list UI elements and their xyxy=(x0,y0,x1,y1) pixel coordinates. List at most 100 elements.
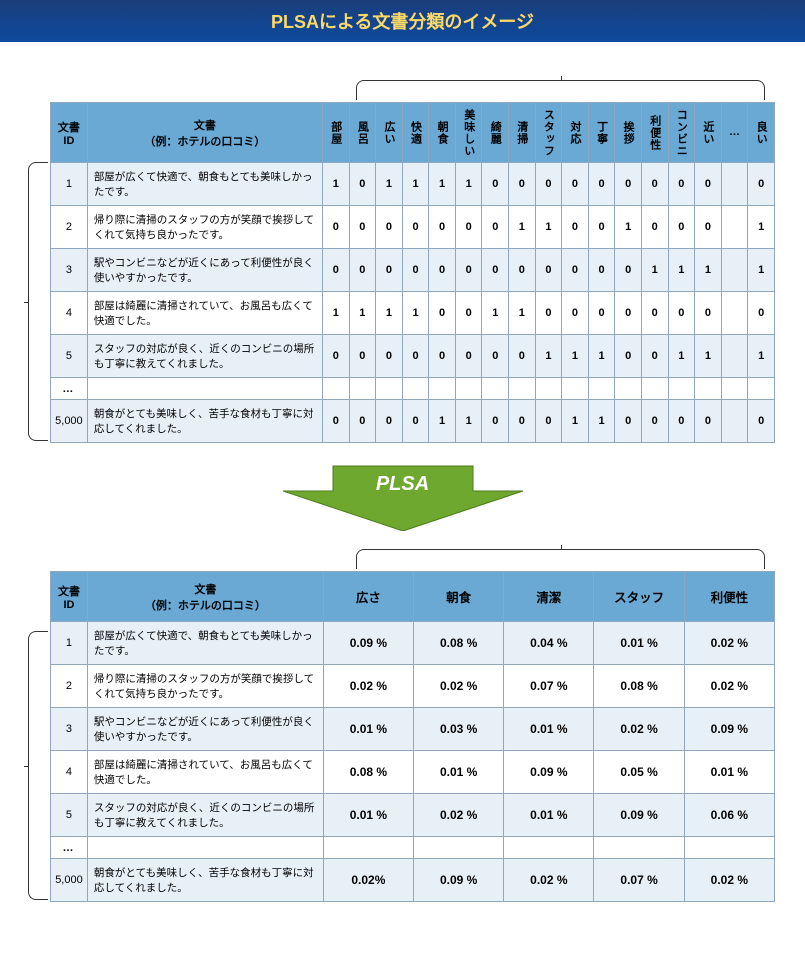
topic-value-cell: 0.09 % xyxy=(594,794,684,837)
value-cell: 1 xyxy=(695,249,722,292)
value-cell xyxy=(349,378,376,400)
doc-text-cell: 駅やコンビニなどが近くにあって利便性が良く使いやすかったです。 xyxy=(87,249,322,292)
value-cell: 1 xyxy=(482,292,509,335)
value-cell: 1 xyxy=(349,292,376,335)
topic-value-cell: 0.08 % xyxy=(323,751,413,794)
word-header: 美味しい xyxy=(455,103,482,163)
table-row: 1部屋が広くて快適で、朝食もとても美味しかったです。10111100000000… xyxy=(51,163,775,206)
value-cell: 0 xyxy=(482,163,509,206)
col-doc: 文書 （例：ホテルの口コミ） xyxy=(87,572,323,622)
topic-value-cell: 0.04 % xyxy=(504,622,594,665)
topic-header: 朝食 xyxy=(414,572,504,622)
topic-value-cell: 0.01 % xyxy=(594,622,684,665)
value-cell: 0 xyxy=(509,335,536,378)
value-cell: 0 xyxy=(402,206,429,249)
table-row: 2帰り際に清掃のスタッフの方が笑顔で挨拶してくれて気持ち良かったです。0.02 … xyxy=(51,665,775,708)
value-cell: 0 xyxy=(429,249,456,292)
word-header: 朝食 xyxy=(429,103,456,163)
topic-header: 清潔 xyxy=(504,572,594,622)
topic-value-cell: 0.01 % xyxy=(504,708,594,751)
page-title: PLSAによる文書分類のイメージ xyxy=(0,0,805,42)
value-cell: 0 xyxy=(668,400,695,443)
doc-id-cell: 1 xyxy=(51,163,88,206)
value-cell: 0 xyxy=(588,206,615,249)
value-cell: 0 xyxy=(668,292,695,335)
value-cell xyxy=(323,378,350,400)
doc-text-cell: 朝食がとても美味しく、苦手な食材も丁寧に対応してくれました。 xyxy=(87,859,323,902)
word-header: 清掃 xyxy=(509,103,536,163)
word-header: 風呂 xyxy=(349,103,376,163)
plsa-arrow: PLSA xyxy=(30,461,775,531)
value-cell: 1 xyxy=(748,249,775,292)
value-cell xyxy=(429,378,456,400)
topic-value-cell xyxy=(594,837,684,859)
value-cell: 0 xyxy=(748,163,775,206)
topic-value-cell: 0.02 % xyxy=(684,665,774,708)
value-cell: 0 xyxy=(588,163,615,206)
col-doc-id: 文書 ID xyxy=(51,572,88,622)
value-cell xyxy=(721,249,748,292)
value-cell: 0 xyxy=(482,335,509,378)
topic-header: 広さ xyxy=(323,572,413,622)
topic-header: 利便性 xyxy=(684,572,774,622)
value-cell xyxy=(748,378,775,400)
doc-text-cell xyxy=(87,837,323,859)
topic-value-cell xyxy=(684,837,774,859)
doc-id-cell: 2 xyxy=(51,665,88,708)
diagram-area: 文書 ID 文書 （例：ホテルの口コミ） 部屋 風呂 広い 快適 朝食 美味しい… xyxy=(0,42,805,922)
value-cell xyxy=(721,335,748,378)
value-cell: 0 xyxy=(641,400,668,443)
word-header: 利便性 xyxy=(641,103,668,163)
topic-value-cell: 0.01 % xyxy=(504,794,594,837)
value-cell xyxy=(376,378,403,400)
topic-value-cell: 0.02 % xyxy=(594,708,684,751)
value-cell: 0 xyxy=(535,400,562,443)
topic-matrix-table: 文書 ID 文書 （例：ホテルの口コミ） 広さ 朝食 清潔 スタッフ 利便性 1… xyxy=(50,571,775,902)
value-cell: 1 xyxy=(748,335,775,378)
value-cell: 1 xyxy=(455,400,482,443)
value-cell xyxy=(509,378,536,400)
value-cell: 1 xyxy=(668,249,695,292)
word-header: 綺麗 xyxy=(482,103,509,163)
value-cell: 0 xyxy=(641,335,668,378)
value-cell xyxy=(402,378,429,400)
word-header: 対応 xyxy=(562,103,589,163)
value-cell: 0 xyxy=(562,292,589,335)
value-cell: 0 xyxy=(482,400,509,443)
value-cell: 0 xyxy=(615,163,642,206)
left-brace-docs-2 xyxy=(28,631,48,900)
value-cell: 0 xyxy=(535,249,562,292)
value-cell: 0 xyxy=(323,206,350,249)
value-cell: 0 xyxy=(349,400,376,443)
topic-value-cell: 0.01 % xyxy=(684,751,774,794)
value-cell: 0 xyxy=(323,400,350,443)
doc-text-cell: 部屋は綺麗に清掃されていて、お風呂も広くて快適でした。 xyxy=(87,292,322,335)
doc-id-cell: 3 xyxy=(51,249,88,292)
doc-text-cell: スタッフの対応が良く、近くのコンビニの場所も丁寧に教えてくれました。 xyxy=(87,335,322,378)
value-cell: 0 xyxy=(641,163,668,206)
value-cell: 1 xyxy=(323,163,350,206)
table-row: 4部屋は綺麗に清掃されていて、お風呂も広くて快適でした。0.08 %0.01 %… xyxy=(51,751,775,794)
value-cell: 0 xyxy=(349,335,376,378)
topic-value-cell xyxy=(504,837,594,859)
topic-value-cell: 0.02 % xyxy=(414,794,504,837)
topic-value-cell: 0.05 % xyxy=(594,751,684,794)
topic-value-cell: 0.02 % xyxy=(504,859,594,902)
doc-text-cell: 部屋が広くて快適で、朝食もとても美味しかったです。 xyxy=(87,622,323,665)
doc-text-cell: スタッフの対応が良く、近くのコンビニの場所も丁寧に教えてくれました。 xyxy=(87,794,323,837)
value-cell xyxy=(455,378,482,400)
word-header: コンビニ xyxy=(668,103,695,163)
value-cell: 0 xyxy=(668,163,695,206)
value-cell xyxy=(535,378,562,400)
top-brace-words xyxy=(356,80,765,100)
topic-value-cell: 0.03 % xyxy=(414,708,504,751)
topic-value-cell: 0.02 % xyxy=(323,665,413,708)
value-cell xyxy=(695,378,722,400)
value-cell: 1 xyxy=(588,400,615,443)
topic-value-cell: 0.08 % xyxy=(594,665,684,708)
value-cell: 0 xyxy=(748,292,775,335)
table-row: 5,000朝食がとても美味しく、苦手な食材も丁寧に対応してくれました。0.02%… xyxy=(51,859,775,902)
value-cell: 0 xyxy=(509,400,536,443)
doc-id-cell: … xyxy=(51,837,88,859)
value-cell xyxy=(562,378,589,400)
